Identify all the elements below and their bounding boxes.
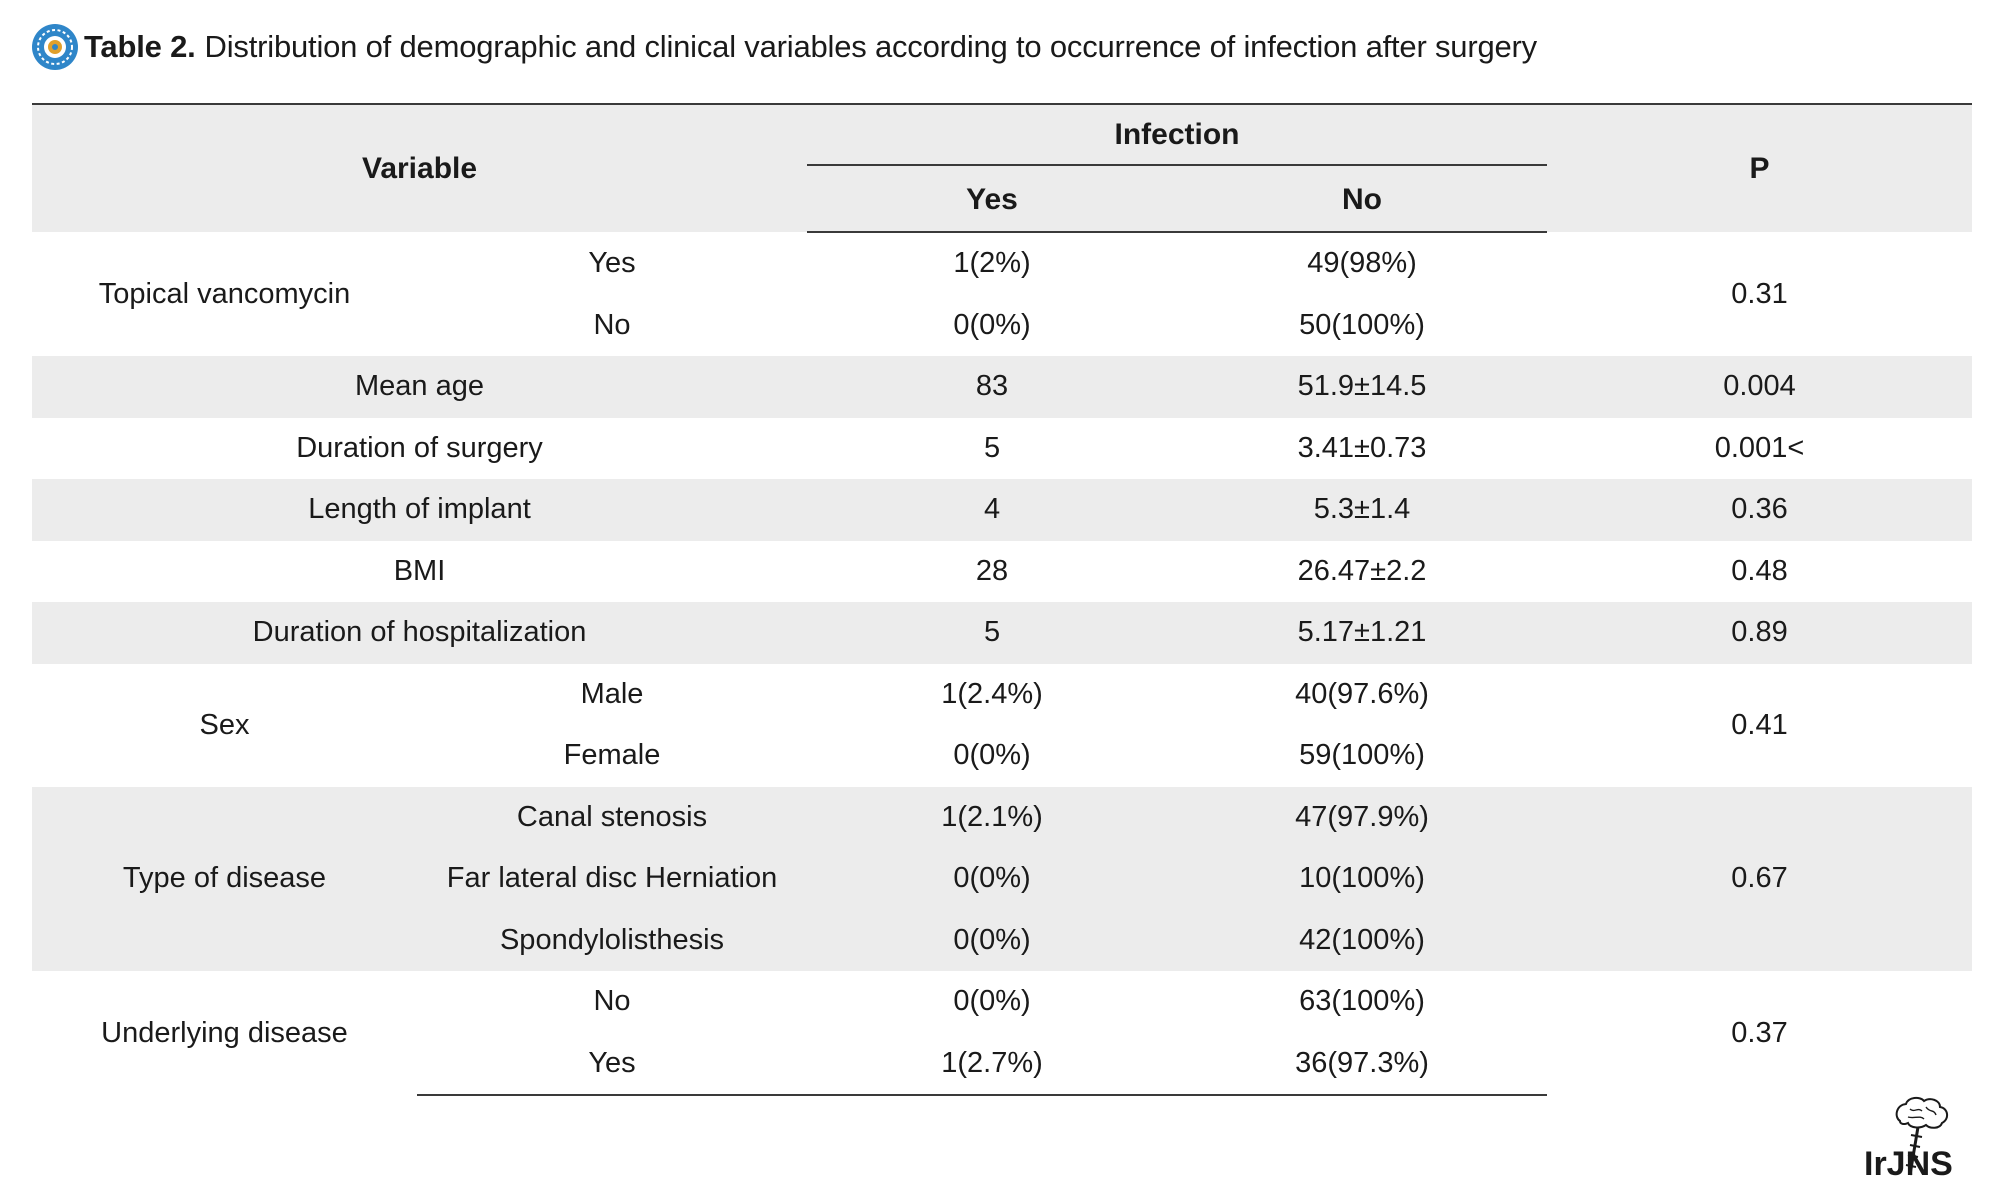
cell-p: 0.001< (1714, 431, 1805, 464)
cell-no: 26.47±2.2 (1297, 554, 1427, 587)
header-infection: Infection (807, 103, 1548, 168)
cell-no: 3.41±0.73 (1297, 431, 1427, 464)
row-sublabel: Female (563, 739, 661, 772)
row-label: Duration of surgery (296, 431, 543, 464)
table-row: BMI 28 26.47±2.2 0.48 (32, 541, 1972, 603)
cell-no: 40(97.6%) (1295, 677, 1429, 710)
cell-p: 0.004 (1547, 356, 1973, 418)
table-row: Type of disease Canal stenosis 1(2.1%) 4… (32, 786, 1973, 971)
row-label: Duration of hospitalization (32, 602, 808, 664)
cell-yes: 1(2.1%) (807, 786, 1178, 848)
row-label: Type of disease (32, 786, 417, 971)
caption-text: Distribution of demographic and clinical… (204, 29, 1538, 64)
cell-p: 0.67 (1547, 786, 1973, 971)
row-sublabel: Yes (417, 1032, 808, 1096)
table-row: Spondylolisthesis 0(0%) 42(100%) (32, 909, 1972, 971)
table-row: Topical vancomycin Yes 1(2%) 49(98%) 0.3… (32, 232, 1972, 310)
cell-no: 5.3±1.4 (1177, 479, 1548, 541)
cell-yes: 4 (807, 479, 1178, 541)
header-yes: Yes (807, 168, 1178, 233)
header-no: No (1177, 168, 1548, 233)
logo-text: IrJNS (1864, 1145, 1953, 1179)
cell-yes: 0(0%) (953, 308, 1031, 341)
cell-p: 0.41 (1731, 708, 1788, 741)
row-label: Length of implant (32, 479, 808, 541)
cell-yes: 1(2%) (953, 247, 1031, 280)
cell-p: 0.36 (1547, 479, 1973, 541)
header-infection-label: Infection (807, 108, 1548, 166)
row-sublabel: No (593, 308, 631, 341)
row-label: BMI (393, 554, 446, 587)
table-row: Length of implant 4 5.3±1.4 0.36 (32, 479, 1973, 541)
cell-no: 47(97.9%) (1177, 786, 1548, 848)
table-row: Yes 1(2.7%) 36(97.3%) (32, 1032, 1972, 1096)
row-sublabel: Canal stenosis (417, 786, 808, 848)
cell-no: 63(100%) (1299, 985, 1425, 1018)
row-label: Underlying disease (101, 1016, 348, 1049)
cell-yes: 0(0%) (953, 985, 1031, 1018)
cell-p: 0.31 (1731, 277, 1788, 310)
table-row: Sex Male 1(2.4%) 40(97.6%) 0.41 (32, 664, 1972, 741)
cell-yes: 83 (807, 356, 1178, 418)
row-sublabel: Male (580, 677, 644, 710)
cell-no: 36(97.3%) (1177, 1032, 1548, 1096)
cell-yes: 0(0%) (807, 848, 1178, 910)
cell-no: 5.17±1.21 (1177, 602, 1548, 664)
cell-no: 59(100%) (1299, 739, 1425, 772)
cell-p: 0.89 (1547, 602, 1973, 664)
table-caption: Table 2. Distribution of demographic and… (30, 22, 1537, 72)
cell-yes: 5 (983, 431, 1001, 464)
cell-no: 42(100%) (1177, 909, 1548, 971)
row-sublabel: Yes (588, 246, 636, 279)
row-label: Topical vancomycin (98, 277, 351, 310)
table-row: Duration of surgery 5 3.41±0.73 0.001< (32, 418, 1972, 480)
cell-no: 10(100%) (1177, 848, 1548, 910)
header-variable: Variable (32, 103, 808, 232)
table-row: Female 0(0%) 59(100%) (32, 725, 1972, 787)
cell-yes: 0(0%) (953, 739, 1031, 772)
row-sublabel: Spondylolisthesis (417, 909, 808, 971)
cell-no: 51.9±14.5 (1177, 356, 1548, 418)
cell-yes: 1(2.7%) (807, 1032, 1178, 1096)
journal-badge-icon (32, 24, 78, 70)
row-sublabel: No (593, 985, 631, 1018)
cell-no: 49(98%) (1307, 247, 1417, 280)
caption-label: Table 2. (84, 29, 196, 64)
cell-yes: 5 (807, 602, 1178, 664)
cell-yes: 28 (975, 554, 1009, 587)
table-row: Underlying disease No 0(0%) 63(100%) 0.3… (32, 971, 1972, 1048)
table-row: No 0(0%) 50(100%) (32, 295, 1972, 357)
cell-yes: 0(0%) (807, 909, 1178, 971)
cell-no: 50(100%) (1299, 308, 1425, 341)
results-table-container: Variable Infection P Yes No Topical vanc… (32, 103, 1973, 1096)
table-row: Far lateral disc Herniation 0(0%) 10(100… (32, 848, 1972, 910)
cell-p: 0.37 (1731, 1016, 1788, 1049)
row-sublabel: Far lateral disc Herniation (417, 848, 808, 910)
header-p: P (1547, 103, 1973, 232)
results-table: Variable Infection P Yes No Topical vanc… (32, 103, 1973, 1096)
cell-yes: 1(2.4%) (941, 677, 1043, 710)
journal-logo-icon: IrJNS (1864, 1096, 1953, 1179)
table-row: Duration of hospitalization 5 5.17±1.21 … (32, 602, 1973, 664)
row-label: Sex (199, 708, 250, 741)
row-label: Mean age (32, 356, 808, 418)
cell-p: 0.48 (1731, 554, 1788, 587)
table-row: Mean age 83 51.9±14.5 0.004 (32, 356, 1973, 418)
